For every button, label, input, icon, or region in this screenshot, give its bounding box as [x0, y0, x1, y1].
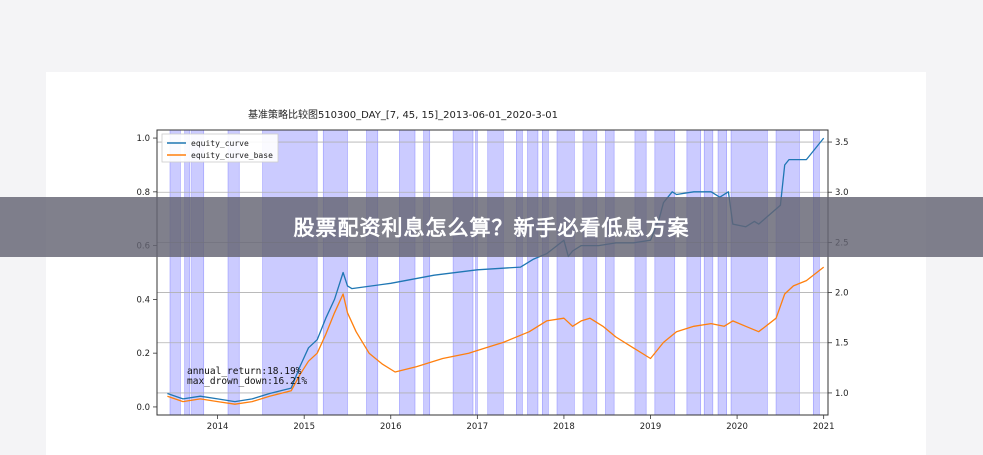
x-tick-label-5: 2019: [640, 422, 662, 432]
overlay-banner: 股票配资利息怎么算？新手必看低息方案: [0, 197, 983, 257]
signal-band-4: [262, 129, 318, 416]
x-tick-label-3: 2017: [467, 422, 489, 432]
signal-band-23: [730, 129, 768, 416]
signal-band-6: [366, 129, 379, 416]
signal-band-19: [654, 129, 676, 416]
signal-band-5: [322, 129, 348, 416]
strategy-comparison-chart: 基准策略比较图510300_DAY_[7, 45, 15]_2013-06-01…: [136, 108, 849, 432]
left-tick-label-4: 0.8: [136, 188, 150, 198]
legend: equity_curve equity_curve_base: [161, 133, 279, 163]
right-tick-label-0: 1.0: [835, 389, 849, 399]
signal-band-22: [717, 129, 728, 416]
annual-return-annotation: annual_return:18.19%: [187, 366, 302, 377]
chart-title: 基准策略比较图510300_DAY_[7, 45, 15]_2013-06-01…: [248, 108, 558, 121]
left-tick-label-2: 0.4: [136, 295, 150, 305]
signal-band-21: [703, 129, 714, 416]
x-tick-label-2: 2016: [380, 422, 402, 432]
left-tick-label-1: 0.2: [136, 349, 150, 359]
x-tick-label-0: 2014: [207, 422, 229, 432]
left-y-axis-ticks: 0.00.20.40.60.81.0: [136, 134, 157, 413]
signal-band-14: [541, 129, 549, 416]
signal-band-7: [399, 129, 416, 416]
max-drawdown-annotation: max_drown_down:16.21%: [187, 376, 307, 387]
signal-band-13: [527, 129, 539, 416]
legend-label-equity-curve-base: equity_curve_base: [191, 151, 273, 160]
right-tick-label-5: 3.5: [835, 138, 849, 148]
x-tick-label-1: 2015: [293, 422, 315, 432]
left-tick-label-0: 0.0: [136, 403, 150, 413]
right-tick-label-2: 2.0: [835, 289, 849, 299]
signal-band-20: [686, 129, 702, 416]
x-tick-label-4: 2018: [553, 422, 575, 432]
left-tick-label-5: 1.0: [136, 134, 150, 144]
right-y-axis-ticks: 1.01.52.02.53.03.5: [828, 138, 849, 399]
banner-title: 股票配资利息怎么算？新手必看低息方案: [293, 216, 690, 240]
chart-card: 基准策略比较图510300_DAY_[7, 45, 15]_2013-06-01…: [46, 72, 926, 455]
signal-band-18: [634, 129, 647, 416]
signal-band-11: [487, 129, 504, 416]
legend-box: [161, 133, 279, 163]
x-tick-label-6: 2020: [726, 422, 748, 432]
signal-band-8: [423, 129, 431, 416]
signal-band-17: [605, 129, 615, 416]
signal-band-15: [556, 129, 575, 416]
signal-band-16: [582, 129, 598, 416]
signal-band-24: [775, 129, 800, 416]
legend-label-equity-curve: equity_curve: [191, 139, 249, 148]
x-tick-label-7: 2021: [813, 422, 835, 432]
right-tick-label-1: 1.5: [835, 339, 849, 349]
plot-frame: [156, 129, 829, 416]
x-axis-ticks: 2014 2015 2016 2017 2018 2019 2020 2021: [207, 415, 835, 432]
right-tick-label-4: 3.0: [835, 188, 849, 198]
signal-band-12: [516, 129, 523, 416]
series-line-equity-curve-base: [167, 266, 825, 405]
signal-band-0: [169, 129, 181, 416]
signal-band-10: [475, 129, 478, 416]
